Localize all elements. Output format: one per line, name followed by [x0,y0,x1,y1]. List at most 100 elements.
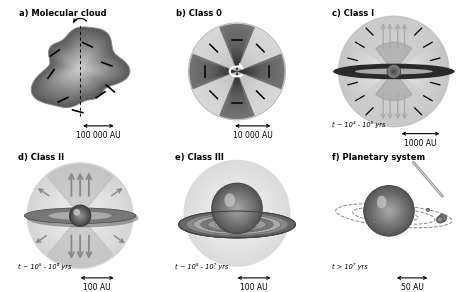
Circle shape [192,27,282,116]
Circle shape [41,177,119,254]
Circle shape [426,208,430,212]
Polygon shape [62,53,99,83]
Circle shape [199,175,275,252]
Circle shape [384,206,394,216]
Circle shape [223,199,251,227]
Circle shape [234,205,240,212]
Text: t ~ 10⁵ - 10⁷ yrs: t ~ 10⁵ - 10⁷ yrs [175,263,228,270]
Circle shape [193,28,281,115]
Circle shape [426,208,429,212]
Circle shape [370,48,417,95]
Circle shape [210,187,264,240]
Polygon shape [64,55,96,81]
Circle shape [392,69,396,74]
Circle shape [366,188,412,234]
Ellipse shape [186,213,288,236]
Circle shape [219,190,255,227]
Circle shape [439,218,441,221]
Text: t > 10⁷ yrs: t > 10⁷ yrs [332,263,367,270]
Circle shape [356,34,432,110]
Circle shape [374,51,414,92]
Circle shape [222,56,252,87]
Circle shape [225,201,249,225]
Circle shape [365,42,423,100]
Circle shape [227,62,247,81]
Circle shape [213,190,261,237]
Circle shape [76,212,84,220]
Circle shape [368,190,410,232]
Circle shape [384,206,393,215]
Circle shape [210,45,264,98]
Circle shape [70,205,91,226]
Circle shape [383,205,394,216]
Polygon shape [75,64,85,72]
Circle shape [225,196,249,220]
Circle shape [390,68,398,75]
Circle shape [201,177,273,250]
Circle shape [427,209,429,211]
Text: d) Class II: d) Class II [18,154,64,162]
Circle shape [230,201,244,215]
Ellipse shape [48,212,112,220]
Circle shape [213,185,261,232]
Circle shape [383,60,405,83]
Circle shape [46,181,115,251]
Circle shape [393,71,394,72]
Circle shape [367,189,411,233]
Circle shape [228,199,246,218]
Circle shape [392,69,396,74]
Circle shape [438,214,446,222]
Circle shape [388,65,400,78]
Circle shape [75,210,85,221]
Circle shape [388,66,400,77]
Circle shape [197,31,277,112]
Circle shape [439,219,441,220]
Circle shape [212,183,262,234]
Circle shape [344,21,444,122]
Circle shape [213,184,261,233]
Circle shape [230,64,244,79]
Circle shape [365,187,413,234]
Circle shape [49,185,111,246]
Circle shape [233,67,241,76]
Circle shape [80,215,81,216]
Circle shape [208,42,266,101]
Polygon shape [33,28,128,107]
Circle shape [236,71,238,72]
Circle shape [229,201,245,216]
Circle shape [72,208,88,224]
Circle shape [393,70,395,73]
Circle shape [74,210,86,221]
Circle shape [234,68,240,75]
Circle shape [374,221,375,223]
Circle shape [40,175,120,256]
Polygon shape [77,65,84,72]
Text: 50 AU: 50 AU [401,283,424,292]
Circle shape [374,196,404,225]
Circle shape [62,197,99,234]
Circle shape [48,184,112,248]
Circle shape [77,212,84,219]
Polygon shape [40,34,121,101]
Circle shape [341,19,447,124]
Circle shape [203,37,271,105]
Circle shape [374,221,375,222]
Polygon shape [74,63,86,73]
Circle shape [52,188,108,244]
Circle shape [372,49,416,94]
Polygon shape [35,30,126,105]
Circle shape [392,70,395,73]
Polygon shape [46,39,115,96]
Circle shape [70,205,91,226]
Text: 100 AU: 100 AU [240,283,268,292]
Circle shape [339,17,448,126]
Polygon shape [52,45,109,91]
Polygon shape [44,37,118,98]
Circle shape [75,210,85,221]
Circle shape [438,217,443,222]
Ellipse shape [24,208,136,223]
Circle shape [80,215,81,216]
Circle shape [378,56,410,87]
Circle shape [212,46,262,97]
Circle shape [437,216,444,223]
